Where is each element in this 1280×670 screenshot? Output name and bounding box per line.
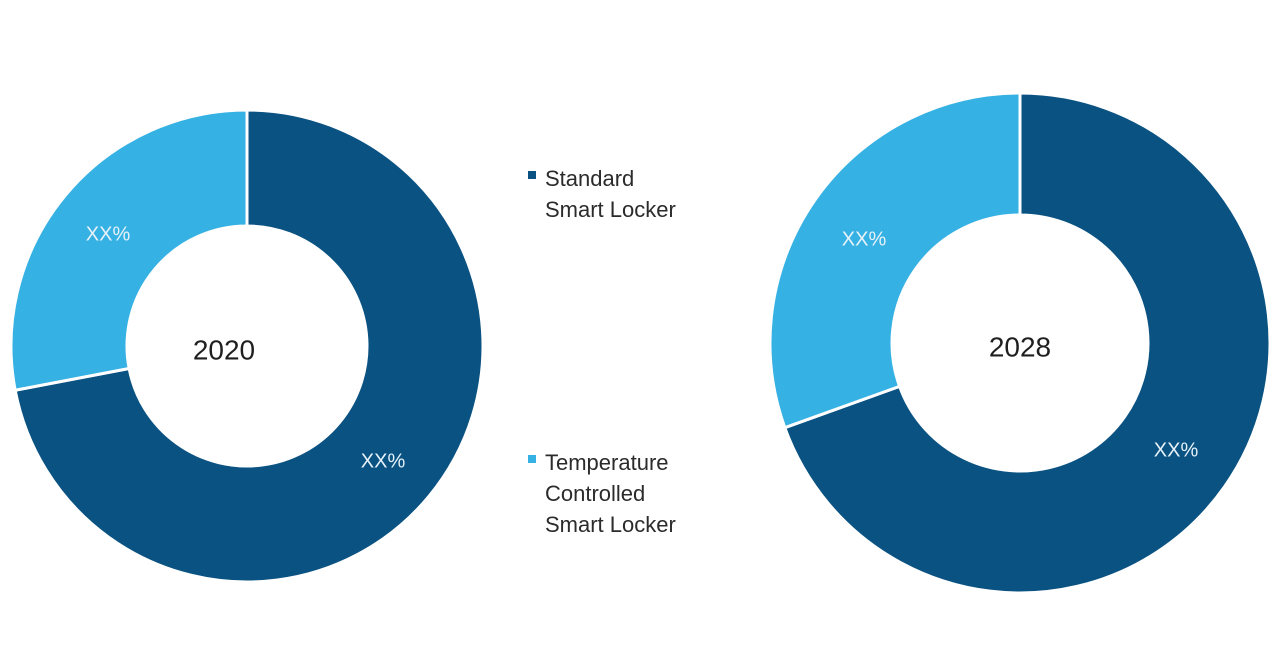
slice-temperature-controlled-smart-locker bbox=[768, 91, 1022, 430]
center-year-label: 2028 bbox=[989, 331, 1051, 362]
data-label: XX% bbox=[1154, 439, 1199, 461]
donut-chart-2028: XX% XX% 2028 bbox=[768, 91, 1272, 595]
legend-label-line: Standard bbox=[545, 166, 635, 191]
legend-label-line: Temperature bbox=[545, 450, 669, 475]
data-label: XX% bbox=[361, 450, 406, 472]
center-year-label: 2020 bbox=[193, 334, 255, 365]
legend-swatch-standard bbox=[528, 171, 536, 179]
legend-item-standard-smart-locker: Standard Smart Locker bbox=[528, 163, 748, 233]
legend-label-line: Smart Locker bbox=[545, 197, 676, 222]
legend-label-line: Controlled bbox=[545, 481, 646, 506]
data-label: XX% bbox=[86, 223, 131, 245]
slice-standard-smart-locker bbox=[782, 91, 1272, 595]
slice-temperature-controlled-smart-locker bbox=[9, 108, 249, 392]
legend-label-line: Smart Locker bbox=[545, 512, 676, 537]
legend-label-standard: Standard Smart Locker bbox=[545, 163, 745, 225]
slice-standard-smart-locker bbox=[13, 108, 485, 584]
donut-chart-2020: XX% XX% 2020 bbox=[9, 108, 485, 584]
legend-item-temperature-controlled-smart-locker: Temperature Controlled Smart Locker bbox=[528, 447, 748, 547]
legend-label-temperature: Temperature Controlled Smart Locker bbox=[545, 447, 745, 540]
data-label: XX% bbox=[842, 228, 887, 250]
legend-swatch-temperature bbox=[528, 455, 536, 463]
